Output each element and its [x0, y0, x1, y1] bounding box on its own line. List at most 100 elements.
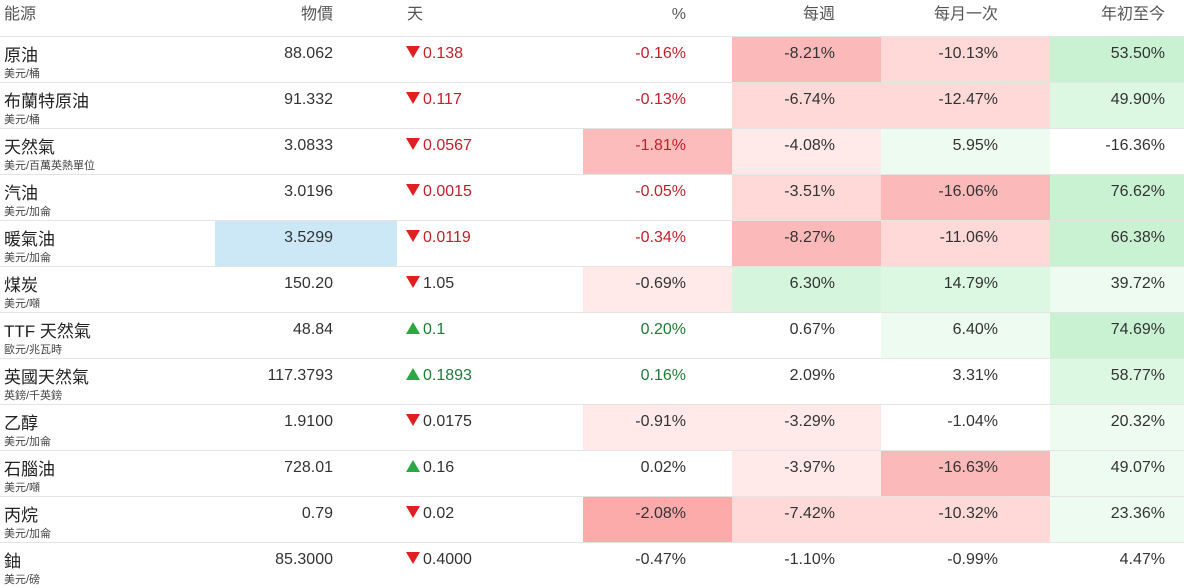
change: 0.138	[397, 37, 583, 65]
price: 150.20	[284, 275, 333, 292]
cell: 0.1	[397, 312, 583, 358]
unit: 美元/加侖	[4, 436, 52, 448]
unit: 美元/桶	[4, 114, 41, 126]
change: 0.0015	[397, 175, 583, 203]
cell: -16.36%	[1050, 128, 1184, 174]
direction-icon	[406, 138, 420, 150]
cell: -1.81%	[583, 128, 732, 174]
cell: 2.09%	[732, 358, 881, 404]
change-value: 0.16	[423, 459, 455, 476]
ytd-value: 49.90%	[1110, 91, 1165, 108]
change-value: 0.4000	[423, 551, 472, 568]
cell: 728.01	[215, 450, 397, 496]
cell: 石腦油 美元/噸	[0, 450, 215, 496]
cell: 48.84	[215, 312, 397, 358]
cell: 鈾美元/磅	[0, 542, 215, 588]
commodity-name: 英國天然氣	[4, 368, 89, 387]
cell: -6.74%	[732, 82, 881, 128]
column-header: 天	[407, 6, 424, 23]
change-value: 0.0175	[423, 413, 472, 430]
change-value: 1.05	[423, 275, 455, 292]
pct-value: 0.20%	[640, 321, 686, 338]
commodity-name: 汽油	[4, 184, 38, 203]
cell: -0.05%	[583, 174, 732, 220]
ytd-value: 49.07%	[1110, 459, 1165, 476]
cell: -7.42%	[732, 496, 881, 542]
cell: 0.138	[397, 36, 583, 82]
cell: 1.9100	[215, 404, 397, 450]
cell: 58.77%	[1050, 358, 1184, 404]
commodity-name: 布蘭特原油	[4, 92, 89, 111]
cell: -16.06%	[881, 174, 1050, 220]
cell: 英國天然氣 英鎊/千英鎊	[0, 358, 215, 404]
month-value: -12.47%	[938, 91, 998, 108]
pct-value: -0.05%	[635, 183, 686, 200]
unit: 美元/百萬英熱單位	[4, 160, 96, 172]
cell: 0.0175	[397, 404, 583, 450]
pct-value: -0.16%	[635, 45, 686, 62]
unit: 美元/加侖	[4, 252, 52, 264]
commodity-name: 原油	[4, 46, 38, 65]
price: 3.0833	[284, 137, 333, 154]
cell: -2.08%	[583, 496, 732, 542]
cell: 0.0015	[397, 174, 583, 220]
direction-icon	[406, 460, 420, 472]
cell: 0.16	[397, 450, 583, 496]
cell: 76.62%	[1050, 174, 1184, 220]
cell: -3.97%	[732, 450, 881, 496]
month-value: 14.79%	[943, 275, 998, 292]
commodity-name: 丙烷	[4, 506, 38, 525]
week-value: -3.97%	[784, 459, 835, 476]
cell: 74.69%	[1050, 312, 1184, 358]
price: 3.0196	[284, 183, 333, 200]
cell: 0.79	[215, 496, 397, 542]
cell: -1.04%	[881, 404, 1050, 450]
cell: 0.0567	[397, 128, 583, 174]
unit: 美元/桶	[4, 68, 41, 80]
pct-value: -1.81%	[635, 137, 686, 154]
unit: 美元/加侖	[4, 206, 52, 218]
ytd-value: 20.32%	[1110, 413, 1165, 430]
cell: 5.95%	[881, 128, 1050, 174]
commodity-name: 天然氣	[4, 138, 55, 157]
commodity-name: TTF 天然氣	[4, 322, 91, 341]
cell: -10.13%	[881, 36, 1050, 82]
price: 3.5299	[284, 229, 333, 246]
cell: 6.30%	[732, 266, 881, 312]
cell: 6.40%	[881, 312, 1050, 358]
cell: -0.47%	[583, 542, 732, 588]
cell: 乙醇美元/加侖	[0, 404, 215, 450]
change-value: 0.0119	[423, 229, 471, 246]
pct-value: -0.34%	[635, 229, 686, 246]
week-value: -3.29%	[784, 413, 835, 430]
cell: -0.16%	[583, 36, 732, 82]
cell: 49.90%	[1050, 82, 1184, 128]
cell: 53.50%	[1050, 36, 1184, 82]
price: 0.79	[301, 505, 333, 522]
month-value: -16.63%	[938, 459, 998, 476]
month-value: -11.06%	[939, 229, 998, 246]
cell: 20.32%	[1050, 404, 1184, 450]
change-value: 0.02	[423, 505, 455, 522]
column-header: 物價	[300, 6, 333, 23]
cell: 暖氣油 美元/加侖	[0, 220, 215, 266]
pct-value: 0.02%	[640, 459, 686, 476]
change-value: 0.1893	[423, 367, 472, 384]
cell: 3.31%	[881, 358, 1050, 404]
change: 0.16	[397, 451, 583, 479]
week-value: -8.27%	[784, 229, 835, 246]
month-value: 3.31%	[952, 367, 998, 384]
change: 1.05	[397, 267, 583, 295]
week-value: -7.42%	[784, 505, 835, 522]
column-header: %	[671, 6, 686, 23]
cell: 14.79%	[881, 266, 1050, 312]
change: 0.4000	[397, 543, 583, 571]
unit: 美元/噸	[4, 298, 41, 310]
commodity-name: 乙醇	[4, 414, 38, 433]
cell: -3.29%	[732, 404, 881, 450]
week-value: 2.09%	[789, 367, 835, 384]
cell: 0.117	[397, 82, 583, 128]
direction-icon	[406, 230, 420, 242]
cell: 4.47%	[1050, 542, 1184, 588]
